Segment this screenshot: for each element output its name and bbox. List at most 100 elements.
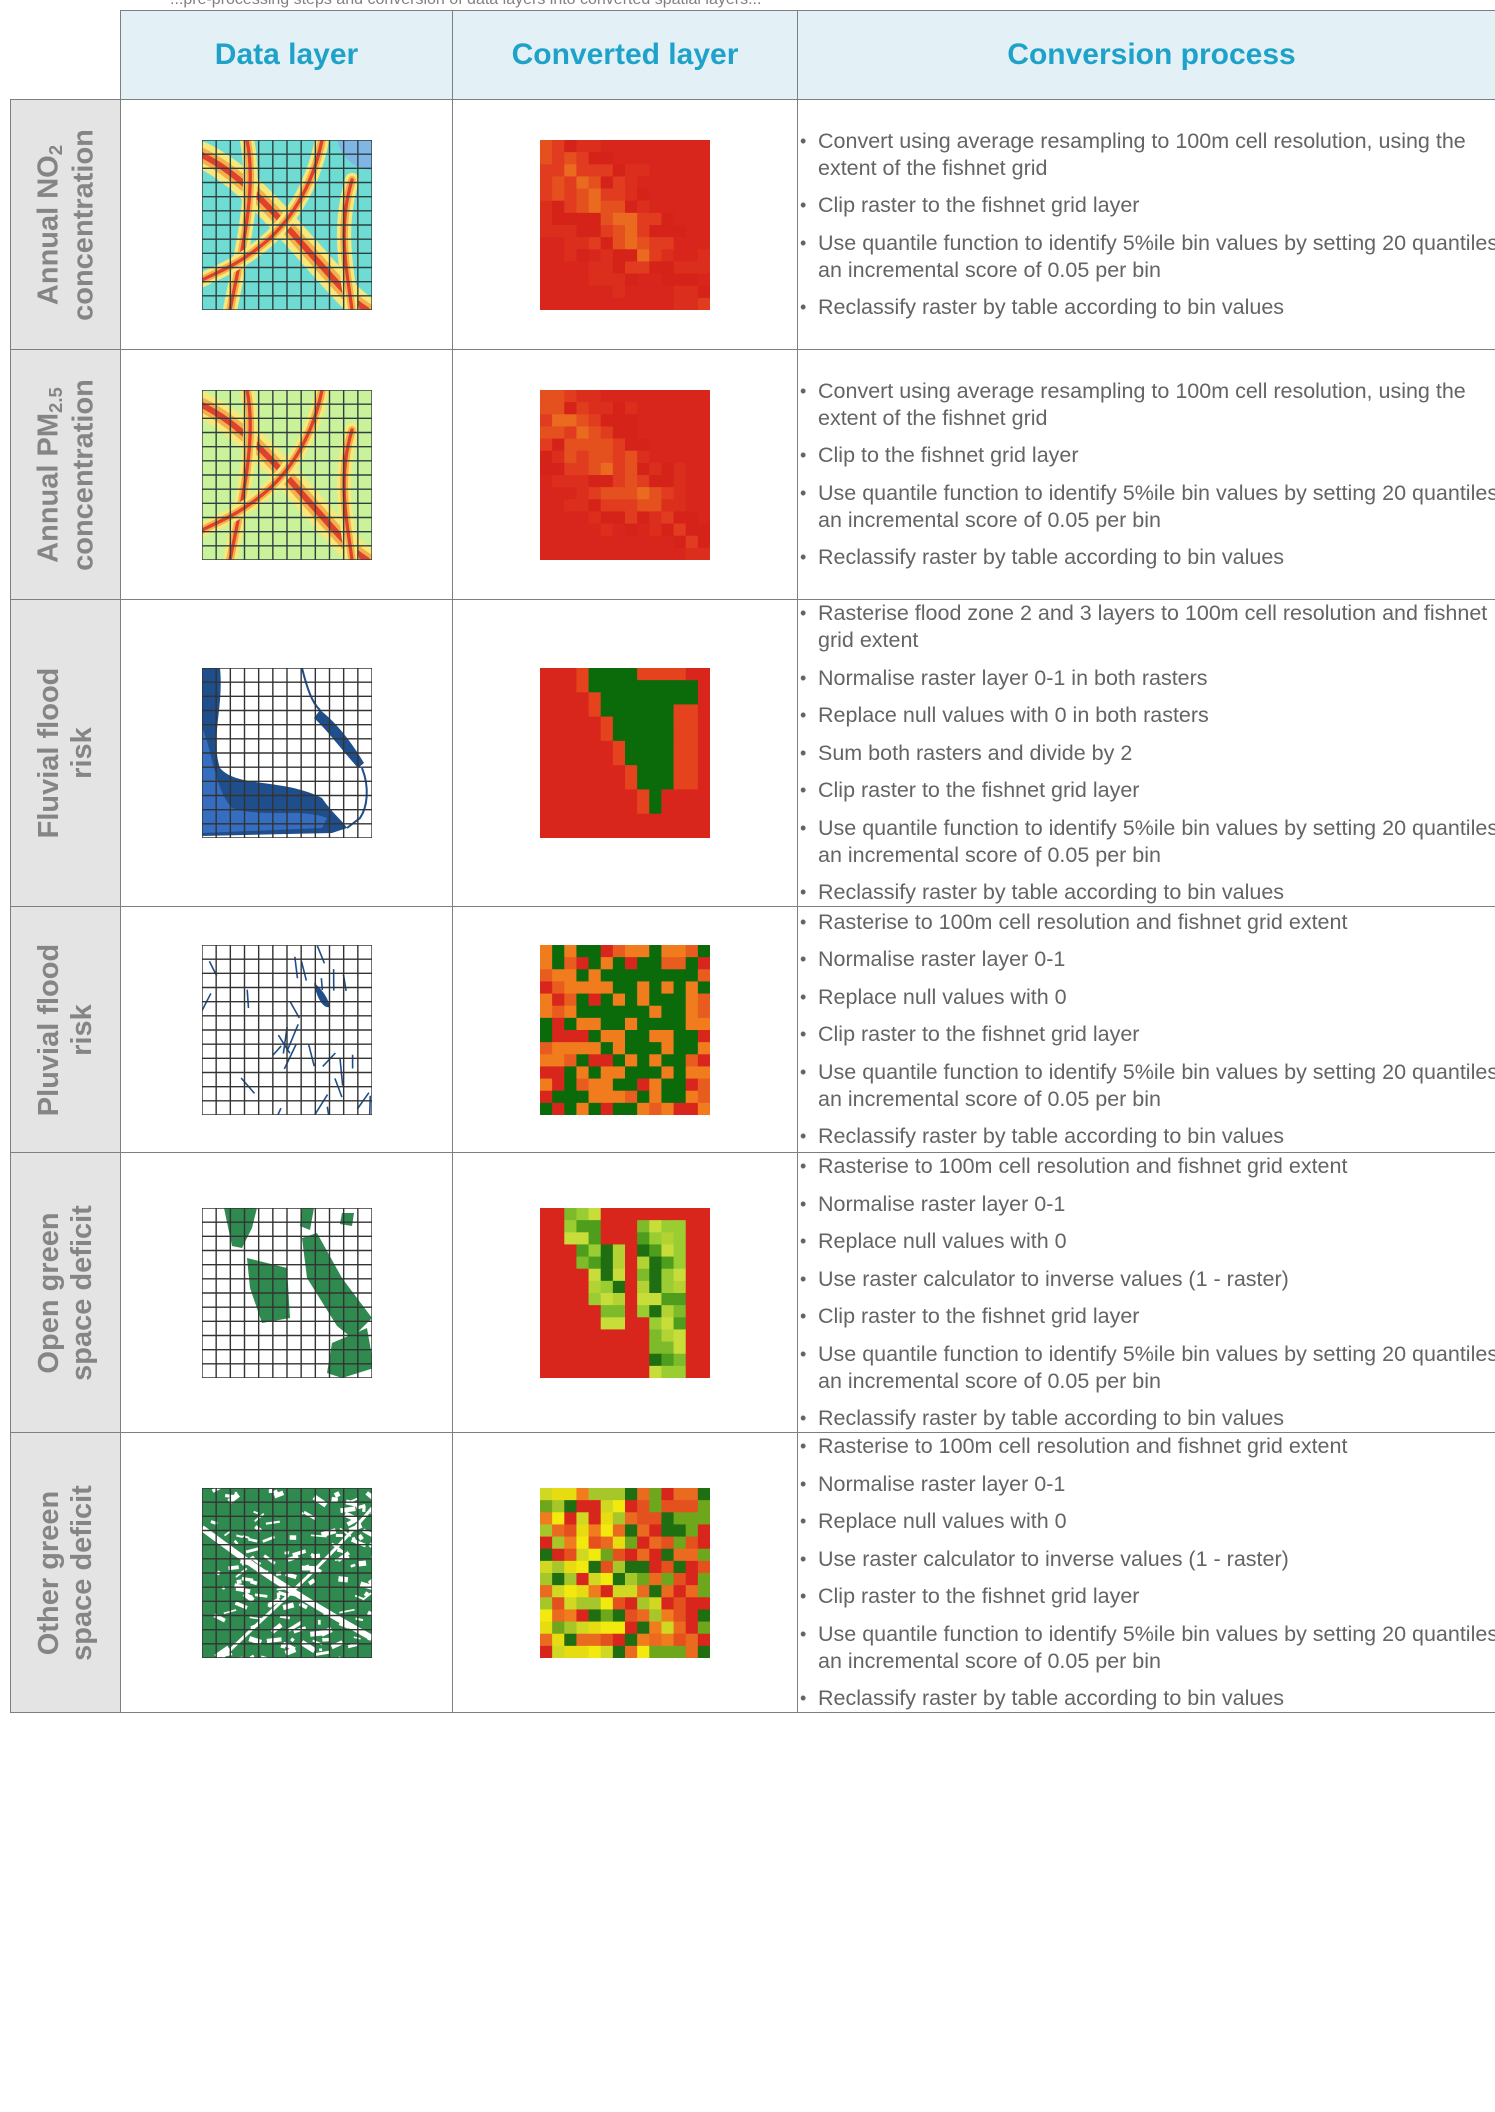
step-item: Normalise raster layer 0-1 in both raste… (798, 665, 1495, 692)
converted-layer-cell (452, 1152, 798, 1433)
header-conversion-process: Conversion process (797, 10, 1495, 100)
data-layer-cell (120, 906, 453, 1153)
pluvial-converted-raster (540, 944, 710, 1115)
row-header: Annual NO2 concentration (10, 99, 121, 350)
data-layer-cell (120, 1432, 453, 1713)
step-item: Rasterise to 100m cell resolution and fi… (798, 1433, 1495, 1460)
step-item: Clip raster to the fishnet grid layer (798, 1583, 1495, 1610)
header-converted-layer: Converted layer (452, 10, 798, 100)
row-header: Pluvial flood risk (10, 906, 121, 1153)
step-item: Use quantile function to identify 5%ile … (798, 815, 1495, 869)
step-list: Rasterise to 100m cell resolution and fi… (798, 909, 1495, 1151)
fishnet-grid (201, 944, 372, 1115)
raster-cells (540, 139, 710, 310)
conversion-process-cell: Rasterise to 100m cell resolution and fi… (797, 1152, 1495, 1433)
fluvial-flood-map (201, 668, 372, 838)
step-item: Use quantile function to identify 5%ile … (798, 1341, 1495, 1395)
corner-cell (10, 10, 121, 100)
data-layer-cell (120, 349, 453, 600)
step-list: Convert using average resampling to 100m… (798, 128, 1495, 322)
conversion-process-cell: Convert using average resampling to 100m… (797, 349, 1495, 600)
step-item: Normalise raster layer 0-1 (798, 1191, 1495, 1218)
converted-layer-cell (452, 906, 798, 1153)
conversion-process-cell: Convert using average resampling to 100m… (797, 99, 1495, 350)
raster-cells (540, 389, 710, 560)
no2-heatmap-map (201, 139, 372, 310)
row-header: Other green space deficit (10, 1432, 121, 1713)
data-layer-cell (120, 1152, 453, 1433)
raster-cells (540, 1207, 710, 1378)
step-item: Reclassify raster by table according to … (798, 879, 1495, 906)
converted-layer-cell (452, 1432, 798, 1713)
step-item: Replace null values with 0 (798, 1508, 1495, 1535)
step-item: Reclassify raster by table according to … (798, 1685, 1495, 1712)
step-list: Convert using average resampling to 100m… (798, 378, 1495, 572)
converted-layer-cell (452, 99, 798, 350)
row-label: Fluvial flood risk (32, 667, 98, 839)
step-item: Normalise raster layer 0-1 (798, 946, 1495, 973)
step-item: Rasterise to 100m cell resolution and fi… (798, 909, 1495, 936)
pm25-converted-raster (540, 389, 710, 560)
step-item: Use raster calculator to inverse values … (798, 1266, 1495, 1293)
raster-cells (540, 944, 710, 1115)
other-green-space-map (201, 1487, 372, 1658)
row-label: Other green space deficit (32, 1484, 98, 1661)
converted-layer-cell (452, 599, 798, 907)
caption-fragment: ...pre-processing steps and conversion o… (0, 0, 1495, 10)
open-green-space-map (201, 1207, 372, 1378)
conversion-process-cell: Rasterise flood zone 2 and 3 layers to 1… (797, 599, 1495, 907)
converted-layer-cell (452, 349, 798, 600)
header-data-layer: Data layer (120, 10, 453, 100)
step-item: Use quantile function to identify 5%ile … (798, 1059, 1495, 1113)
fishnet-grid (201, 389, 372, 560)
row-header: Open green space deficit (10, 1152, 121, 1433)
row-header: Fluvial flood risk (10, 599, 121, 907)
step-item: Rasterise to 100m cell resolution and fi… (798, 1153, 1495, 1180)
step-item: Sum both rasters and divide by 2 (798, 740, 1495, 767)
step-item: Replace null values with 0 (798, 984, 1495, 1011)
step-item: Reclassify raster by table according to … (798, 294, 1495, 321)
step-list: Rasterise to 100m cell resolution and fi… (798, 1433, 1495, 1712)
row-label: Annual NO2 concentration (31, 128, 99, 321)
fishnet-grid (201, 139, 372, 310)
fluvial-converted-raster (540, 668, 710, 838)
step-item: Use raster calculator to inverse values … (798, 1546, 1495, 1573)
pm25-heatmap-map (201, 389, 372, 560)
step-item: Convert using average resampling to 100m… (798, 128, 1495, 182)
pluvial-flood-map (201, 944, 372, 1115)
step-item: Reclassify raster by table according to … (798, 1405, 1495, 1432)
conversion-process-cell: Rasterise to 100m cell resolution and fi… (797, 1432, 1495, 1713)
conversion-table: Data layer Converted layer Conversion pr… (10, 10, 1495, 1713)
fishnet-grid (201, 668, 372, 838)
step-list: Rasterise to 100m cell resolution and fi… (798, 1153, 1495, 1432)
raster-cells (540, 668, 710, 838)
row-label: Pluvial flood risk (32, 943, 98, 1116)
pollution-roads (201, 139, 372, 310)
step-item: Rasterise flood zone 2 and 3 layers to 1… (798, 600, 1495, 654)
step-item: Use quantile function to identify 5%ile … (798, 1621, 1495, 1675)
row-label: Annual PM2.5 concentration (31, 378, 99, 571)
step-item: Use quantile function to identify 5%ile … (798, 480, 1495, 534)
step-item: Reclassify raster by table according to … (798, 1123, 1495, 1150)
fishnet-grid (201, 1487, 372, 1658)
step-item: Replace null values with 0 in both raste… (798, 702, 1495, 729)
no2-converted-raster (540, 139, 710, 310)
step-item: Clip raster to the fishnet grid layer (798, 1021, 1495, 1048)
step-item: Replace null values with 0 (798, 1228, 1495, 1255)
data-layer-cell (120, 599, 453, 907)
conversion-process-cell: Rasterise to 100m cell resolution and fi… (797, 906, 1495, 1153)
header-row: Data layer Converted layer Conversion pr… (10, 10, 1495, 100)
step-item: Normalise raster layer 0-1 (798, 1471, 1495, 1498)
step-item: Clip to the fishnet grid layer (798, 442, 1495, 469)
step-item: Use quantile function to identify 5%ile … (798, 230, 1495, 284)
open-green-converted-raster (540, 1207, 710, 1378)
step-item: Clip raster to the fishnet grid layer (798, 1303, 1495, 1330)
step-item: Clip raster to the fishnet grid layer (798, 777, 1495, 804)
fishnet-grid (201, 1207, 372, 1378)
data-layer-cell (120, 99, 453, 350)
